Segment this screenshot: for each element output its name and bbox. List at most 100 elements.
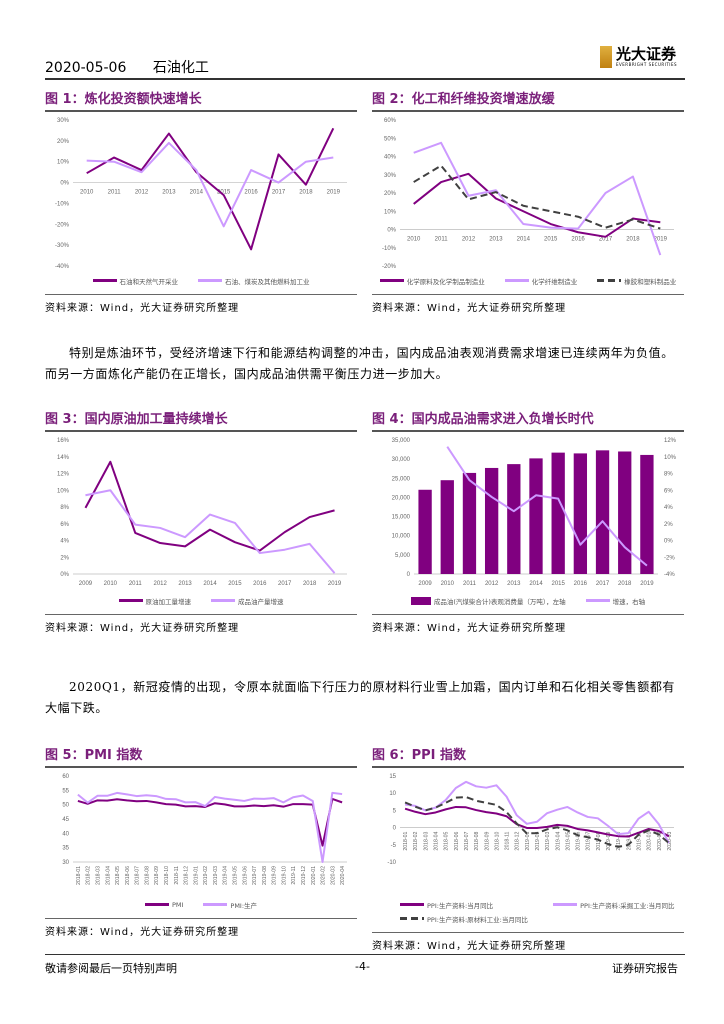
x-tick-label: 2018-03 — [423, 831, 429, 850]
legend-item: 增速，右轴 — [585, 596, 645, 606]
x-tick-label: 2012 — [154, 581, 168, 587]
legend-swatch-icon — [400, 917, 424, 920]
x-tick-label: 2014 — [190, 189, 204, 195]
x-tick-label: 2019-08 — [262, 865, 268, 884]
legend-swatch-icon — [379, 279, 404, 282]
x-tick-label: 2017 — [596, 581, 610, 587]
y-tick-label: 30% — [57, 118, 70, 124]
legend-swatch-icon — [585, 599, 610, 602]
x-tick-label: 2019-03 — [213, 865, 219, 884]
y-tick-label: 6% — [60, 521, 69, 527]
x-tick-label: 2020-03 — [330, 865, 336, 884]
legend-item: 橡胶和塑料制品业 — [597, 276, 676, 286]
y-tick-label: 10,000 — [392, 533, 411, 539]
x-tick-label: 2019-01 — [193, 865, 199, 884]
title-divider — [372, 110, 684, 112]
y-tick-label: 55 — [62, 788, 69, 794]
y-tick-label: 15 — [389, 774, 396, 780]
x-tick-label: 2014 — [203, 581, 217, 587]
source-divider — [372, 293, 684, 295]
legend-label: 化学纤维制造业 — [531, 277, 578, 286]
legend-swatch-icon — [504, 279, 529, 282]
x-tick-label: 2018-02 — [413, 831, 419, 850]
x-tick-label: 2019-09 — [606, 831, 612, 850]
x-tick-label: 2018-09 — [484, 831, 490, 850]
bar — [462, 472, 477, 574]
page-header: 2020-05-06 石油化工 — [45, 57, 231, 77]
y-tick-label: 8% — [60, 505, 69, 511]
legend-item: PMI:生产 — [203, 900, 257, 910]
chart-svg: 0 5,000 10,000 15,000 20,000 25,000 30,000 35,0… — [392, 438, 677, 587]
legend-label: 原油加工量增速 — [145, 597, 192, 606]
series-line-2 — [413, 141, 662, 255]
y-tick-label: 0 — [393, 825, 397, 831]
x-tick-label: 2019-11 — [291, 865, 297, 884]
logo-cn: 光大证券 — [616, 45, 677, 63]
x-tick-label: 2015 — [552, 581, 566, 587]
legend-label: PPI:生产资料:当月同比 — [427, 901, 494, 910]
source-note: 资料来源：Wind，光大证券研究所整理 — [45, 926, 240, 938]
source-divider — [372, 613, 684, 615]
source-note: 资料来源：Wind，光大证券研究所整理 — [45, 622, 240, 634]
y2-tick-label: 2% — [664, 521, 673, 527]
chart-svg: -40% -30% -20% -10% 0% 10% 20% 30% 2010 2011 2012 2… — [55, 118, 347, 270]
figure-4: 图 4：国内成品油需求进入负增长时代 0 5,000 10,000 15,000 20,… — [372, 408, 684, 634]
x-tick-label: 2019-12 — [301, 865, 307, 884]
company-logo: 光大证券 EVERBRIGHT SECURITIES — [600, 46, 677, 68]
report-date: 2020-05-06 — [45, 60, 127, 76]
y-tick-label: 60 — [62, 774, 69, 780]
legend-swatch-icon — [203, 903, 228, 906]
x-tick-label: 2015 — [228, 581, 242, 587]
y-tick-label: 0% — [60, 180, 69, 186]
legend-item: 成品油(汽煤柴合计)表观消费量（万吨），左轴 — [410, 596, 566, 606]
y-tick-label: 40 — [62, 831, 69, 837]
y-tick-label: -5 — [391, 842, 397, 848]
legend-item: PMI — [144, 900, 183, 910]
figure-3: 图 3：国内原油加工量持续增长 0% 2% 4% 6% 8% 10% 12% 14% 16% 20… — [45, 408, 357, 634]
x-tick-label: 2019 — [640, 581, 654, 587]
x-tick-label: 2019-01 — [525, 831, 531, 850]
x-tick-label: 2018 — [299, 189, 313, 195]
x-tick-label: 2018-01 — [76, 865, 82, 884]
y-tick-label: 10 — [389, 791, 396, 797]
bar — [551, 452, 565, 574]
x-tick-label: 2020-02 — [657, 831, 663, 850]
y-tick-label: 15,000 — [392, 514, 411, 520]
legend-label: 成品油产量增速 — [238, 597, 284, 606]
x-tick-label: 2013 — [178, 581, 192, 587]
y2-tick-label: 0% — [664, 538, 673, 544]
x-tick-label: 2019-10 — [281, 865, 287, 884]
x-tick-label: 2018-08 — [474, 831, 480, 850]
x-tick-label: 2019-05 — [565, 831, 571, 850]
y2-tick-label: 12% — [664, 438, 677, 444]
x-tick-label: 2018-09 — [154, 865, 160, 884]
chart-legend: 成品油(汽煤柴合计)表观消费量（万吨），左轴 增速，右轴 — [372, 596, 684, 606]
legend-label: 石油和天然气开采业 — [119, 277, 179, 286]
y-tick-label: 12% — [57, 471, 70, 477]
y2-tick-label: -4% — [664, 572, 675, 578]
figure-2: 图 2：化工和纤维投资增速放缓 -20% -10% 0% 10% 20% 30% 40% 50… — [372, 88, 684, 314]
legend-item: 石油、煤炭及其他燃料加工业 — [198, 276, 310, 286]
bar — [418, 489, 432, 574]
legend-label: 石油、煤炭及其他燃料加工业 — [225, 277, 310, 286]
x-tick-label: 2019-09 — [272, 865, 278, 884]
legend-swatch-icon — [211, 599, 235, 602]
source-divider — [372, 931, 684, 933]
title-divider — [45, 766, 357, 768]
series-line-1 — [77, 797, 343, 847]
y-tick-label: 16% — [57, 438, 70, 444]
source-note: 资料来源：Wind，光大证券研究所整理 — [372, 302, 567, 314]
chart-legend: PMI PMI:生产 — [45, 900, 357, 910]
x-tick-label: 2019-03 — [545, 831, 551, 850]
x-tick-label: 2018-04 — [434, 831, 440, 850]
logo-mark-icon — [600, 46, 612, 68]
y-tick-label: 5,000 — [395, 552, 411, 558]
source-divider — [45, 917, 357, 919]
y-tick-label: 25,000 — [392, 476, 411, 482]
legend-label: 成品油(汽煤柴合计)表观消费量（万吨），左轴 — [433, 597, 566, 606]
y2-tick-label: -2% — [664, 555, 675, 561]
y-tick-label: 35 — [62, 845, 69, 851]
bar — [440, 479, 454, 574]
footer-divider — [45, 954, 685, 955]
